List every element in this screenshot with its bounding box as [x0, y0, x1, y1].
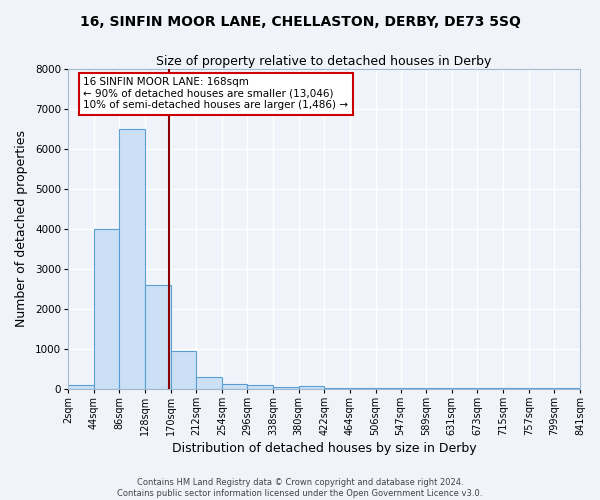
Title: Size of property relative to detached houses in Derby: Size of property relative to detached ho…: [157, 55, 491, 68]
Bar: [299, 386, 325, 388]
Bar: [196, 376, 222, 388]
Bar: [145, 285, 170, 389]
Bar: [68, 384, 94, 388]
Bar: [170, 350, 196, 389]
X-axis label: Distribution of detached houses by size in Derby: Distribution of detached houses by size …: [172, 442, 476, 455]
Y-axis label: Number of detached properties: Number of detached properties: [15, 130, 28, 328]
Text: Contains HM Land Registry data © Crown copyright and database right 2024.
Contai: Contains HM Land Registry data © Crown c…: [118, 478, 482, 498]
Text: 16, SINFIN MOOR LANE, CHELLASTON, DERBY, DE73 5SQ: 16, SINFIN MOOR LANE, CHELLASTON, DERBY,…: [80, 15, 520, 29]
Bar: [222, 384, 247, 388]
Bar: [94, 229, 119, 388]
Bar: [247, 386, 273, 388]
Bar: [119, 129, 145, 388]
Text: 16 SINFIN MOOR LANE: 168sqm
← 90% of detached houses are smaller (13,046)
10% of: 16 SINFIN MOOR LANE: 168sqm ← 90% of det…: [83, 77, 349, 110]
